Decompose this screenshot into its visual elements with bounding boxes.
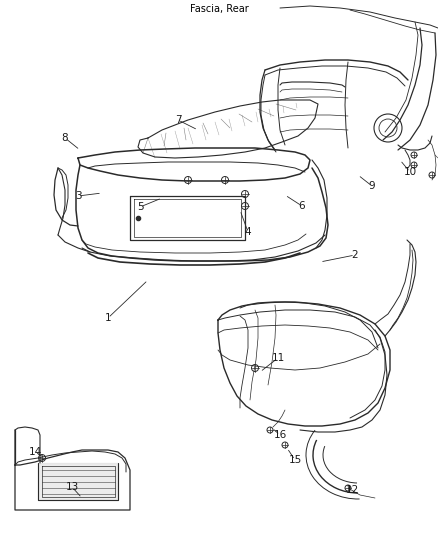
- Text: 12: 12: [346, 485, 359, 495]
- Text: 16: 16: [273, 430, 286, 440]
- Text: 9: 9: [369, 181, 375, 191]
- Polygon shape: [38, 463, 118, 500]
- Text: 6: 6: [299, 201, 305, 211]
- Text: 11: 11: [272, 353, 285, 363]
- Text: 5: 5: [137, 202, 143, 212]
- Text: 10: 10: [403, 167, 417, 177]
- Text: 2: 2: [352, 250, 358, 260]
- Text: 15: 15: [288, 455, 302, 465]
- Text: Fascia, Rear: Fascia, Rear: [190, 4, 248, 14]
- Text: 8: 8: [62, 133, 68, 143]
- Text: 7: 7: [175, 115, 181, 125]
- Text: 4: 4: [245, 227, 251, 237]
- Text: 13: 13: [65, 482, 79, 492]
- Text: 1: 1: [105, 313, 111, 323]
- Text: 14: 14: [28, 447, 42, 457]
- Text: 3: 3: [75, 191, 81, 201]
